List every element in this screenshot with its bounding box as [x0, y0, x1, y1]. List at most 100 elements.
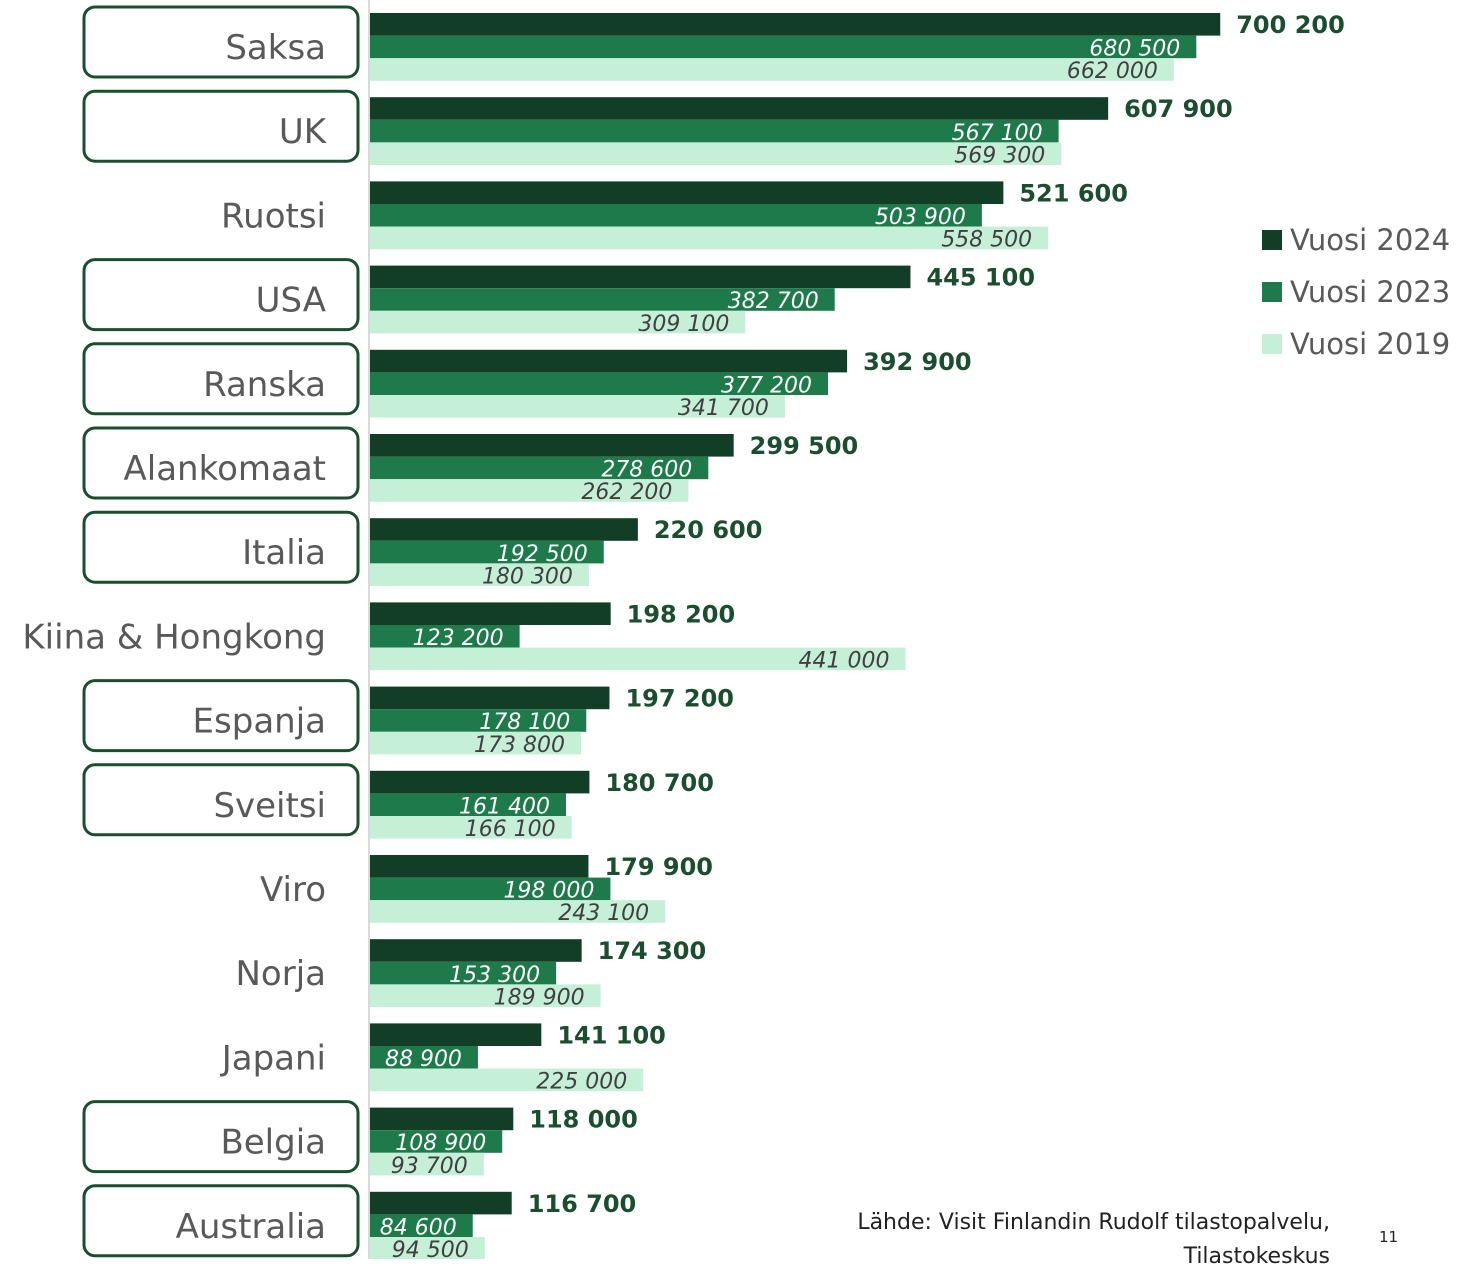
- bar-alankomaat-vuosi-2023: [370, 456, 709, 480]
- bar-saksa-vuosi-2019: [370, 58, 1174, 81]
- data-label-australia-vuosi-2019: 94 500: [392, 1238, 469, 1259]
- legend-swatch-2023: [1262, 282, 1282, 302]
- bar-kiina-hongkong-vuosi-2023: [370, 625, 520, 648]
- bar-kiina-hongkong-vuosi-2019: [370, 647, 906, 671]
- bar-italia-vuosi-2023: [370, 540, 604, 564]
- bar-australia-vuosi-2023: [370, 1214, 473, 1237]
- data-label-saksa-vuosi-2023: 680 500: [1089, 37, 1180, 62]
- data-label-ranska-vuosi-2019: 341 700: [678, 396, 769, 421]
- bar-norja-vuosi-2023: [370, 961, 557, 985]
- legend-swatch-2019: [1262, 334, 1282, 354]
- data-label-japani-vuosi-2019: 225 000: [536, 1070, 627, 1095]
- data-label-sveitsi-vuosi-2023: 161 400: [459, 794, 550, 819]
- category-box-alankomaat: [82, 426, 360, 500]
- data-label-sveitsi-vuosi-2019: 166 100: [465, 817, 556, 842]
- category-label-ruotsi: Ruotsi: [221, 196, 326, 236]
- bar-sveitsi-vuosi-2023: [370, 793, 566, 816]
- data-label-alankomaat-vuosi-2019: 262 200: [581, 480, 672, 505]
- data-label-saksa-vuosi-2019: 662 000: [1067, 59, 1158, 84]
- data-label-kiina-hongkong-vuosi-2024: 198 200: [627, 600, 736, 628]
- data-label-uk-vuosi-2019: 569 300: [954, 143, 1045, 168]
- bar-usa-vuosi-2019: [370, 310, 746, 334]
- bar-usa-vuosi-2023: [370, 288, 835, 311]
- bar-viro-vuosi-2024: [370, 855, 589, 878]
- category-label-ranska: Ranska: [203, 365, 326, 405]
- category-label-viro: Viro: [260, 870, 326, 910]
- data-label-ruotsi-vuosi-2023: 503 900: [875, 205, 966, 230]
- data-label-saksa-vuosi-2024: 700 200: [1236, 11, 1345, 39]
- legend-label-2024: Vuosi 2024: [1290, 223, 1451, 257]
- bar-belgia-vuosi-2024: [370, 1107, 514, 1131]
- data-label-japani-vuosi-2023: 88 900: [385, 1047, 462, 1072]
- bar-italia-vuosi-2024: [370, 518, 638, 541]
- bar-norja-vuosi-2019: [370, 984, 601, 1007]
- bar-japani-vuosi-2019: [370, 1068, 644, 1092]
- category-box-saksa: [82, 5, 360, 79]
- data-label-usa-vuosi-2019: 309 100: [638, 312, 729, 337]
- bar-ruotsi-vuosi-2024: [370, 181, 1004, 204]
- bar-espanja-vuosi-2019: [370, 731, 582, 755]
- bar-ranska-vuosi-2023: [370, 372, 829, 395]
- data-label-viro-vuosi-2023: 198 000: [503, 879, 594, 904]
- bar-sveitsi-vuosi-2019: [370, 816, 572, 839]
- bar-belgia-vuosi-2019: [370, 1152, 484, 1176]
- bar-sveitsi-vuosi-2024: [370, 770, 590, 794]
- legend-item-2019: Vuosi 2019: [1262, 318, 1450, 370]
- data-label-alankomaat-vuosi-2024: 299 500: [750, 432, 859, 460]
- bar-viro-vuosi-2019: [370, 900, 666, 923]
- bar-usa-vuosi-2024: [370, 265, 911, 289]
- data-label-uk-vuosi-2024: 607 900: [1124, 95, 1233, 123]
- bar-uk-vuosi-2023: [370, 119, 1059, 143]
- bar-norja-vuosi-2024: [370, 939, 582, 962]
- data-label-espanja-vuosi-2023: 178 100: [479, 710, 570, 735]
- data-label-ranska-vuosi-2023: 377 200: [721, 373, 812, 398]
- category-label-usa: USA: [256, 281, 326, 321]
- data-label-norja-vuosi-2019: 189 900: [494, 985, 585, 1010]
- bar-alankomaat-vuosi-2024: [370, 434, 734, 457]
- legend-item-2024: Vuosi 2024: [1262, 214, 1450, 266]
- source-line-2: Tilastokeskus: [1183, 1244, 1330, 1269]
- data-label-belgia-vuosi-2024: 118 000: [529, 1106, 638, 1134]
- bar-kiina-hongkong-vuosi-2024: [370, 602, 611, 625]
- category-box-espanja: [82, 679, 360, 753]
- data-label-australia-vuosi-2024: 116 700: [528, 1190, 637, 1218]
- category-label-norja: Norja: [236, 954, 327, 994]
- bar-belgia-vuosi-2023: [370, 1130, 503, 1153]
- bar-italia-vuosi-2019: [370, 563, 589, 586]
- legend-swatch-2024: [1262, 230, 1282, 250]
- bar-espanja-vuosi-2024: [370, 686, 610, 710]
- data-label-viro-vuosi-2024: 179 900: [604, 853, 713, 881]
- data-label-ranska-vuosi-2024: 392 900: [863, 348, 972, 376]
- source-line-1: Lähde: Visit Finlandin Rudolf tilastopal…: [857, 1210, 1330, 1235]
- category-label-uk: UK: [279, 112, 328, 152]
- data-label-australia-vuosi-2023: 84 600: [380, 1215, 457, 1240]
- data-label-norja-vuosi-2023: 153 300: [449, 963, 540, 988]
- data-label-ruotsi-vuosi-2019: 558 500: [941, 228, 1032, 253]
- bar-ruotsi-vuosi-2023: [370, 204, 982, 227]
- bar-uk-vuosi-2024: [370, 97, 1109, 120]
- data-label-espanja-vuosi-2024: 197 200: [625, 685, 734, 713]
- bar-ranska-vuosi-2024: [370, 349, 848, 373]
- category-box-usa: [82, 258, 360, 332]
- category-box-uk: [82, 89, 360, 163]
- bar-japani-vuosi-2023: [370, 1046, 478, 1069]
- category-label-espanja: Espanja: [193, 702, 326, 742]
- data-label-japani-vuosi-2024: 141 100: [557, 1021, 666, 1049]
- data-label-usa-vuosi-2024: 445 100: [926, 264, 1035, 292]
- data-label-sveitsi-vuosi-2024: 180 700: [605, 769, 714, 797]
- category-label-alankomaat: Alankomaat: [124, 449, 327, 489]
- category-label-saksa: Saksa: [225, 28, 326, 68]
- category-label-australia: Australia: [176, 1207, 326, 1247]
- category-box-ranska: [82, 342, 360, 416]
- data-label-italia-vuosi-2023: 192 500: [497, 542, 588, 567]
- bar-alankomaat-vuosi-2019: [370, 479, 689, 502]
- data-label-kiina-hongkong-vuosi-2023: 123 200: [413, 626, 504, 651]
- data-label-espanja-vuosi-2019: 173 800: [474, 733, 565, 758]
- data-label-italia-vuosi-2024: 220 600: [654, 516, 763, 544]
- bar-espanja-vuosi-2023: [370, 709, 587, 732]
- category-box-belgia: [82, 1100, 360, 1174]
- data-label-usa-vuosi-2023: 382 700: [728, 289, 819, 314]
- data-label-belgia-vuosi-2019: 93 700: [391, 1154, 468, 1179]
- bar-ruotsi-vuosi-2019: [370, 226, 1049, 250]
- bar-viro-vuosi-2023: [370, 877, 611, 901]
